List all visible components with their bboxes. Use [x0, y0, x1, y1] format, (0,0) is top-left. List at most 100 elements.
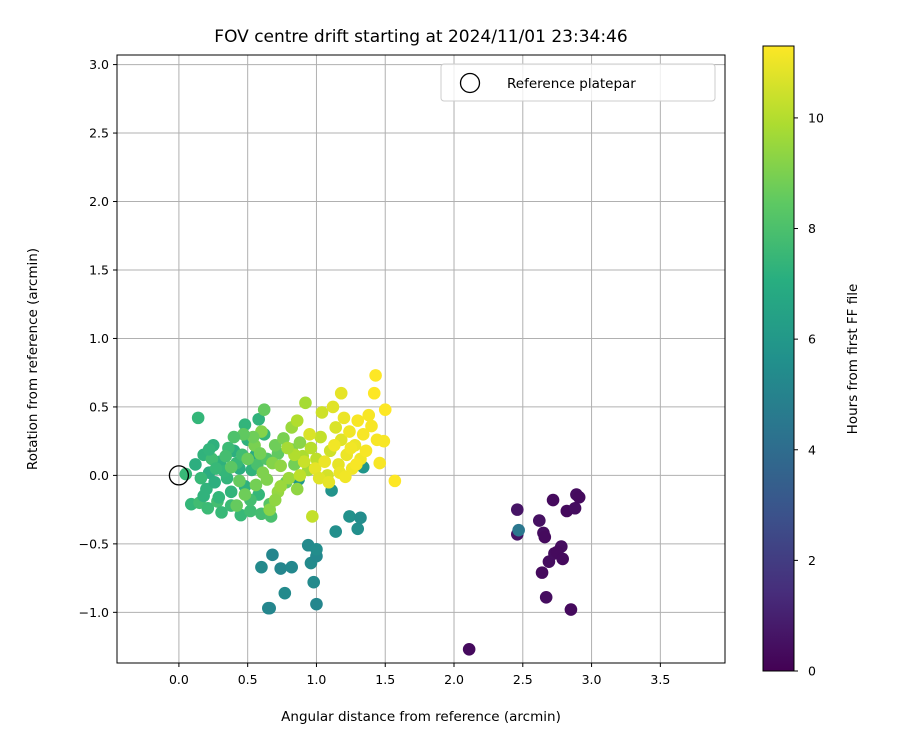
- data-point: [219, 449, 232, 463]
- y-tick-label: 1.0: [89, 331, 109, 346]
- data-point: [308, 462, 322, 475]
- x-tick-label: 0.0: [169, 672, 189, 687]
- data-point: [310, 597, 323, 611]
- data-point: [356, 428, 370, 441]
- data-point: [208, 475, 221, 489]
- data-point: [230, 499, 243, 512]
- data-point: [377, 434, 391, 448]
- y-tick-label: −0.5: [79, 536, 109, 551]
- data-point: [310, 543, 323, 556]
- data-point: [237, 428, 250, 441]
- data-point: [293, 469, 307, 482]
- y-tick-label: 0.5: [89, 399, 109, 414]
- data-point: [538, 530, 552, 544]
- data-point: [234, 508, 248, 522]
- data-point: [293, 436, 307, 449]
- data-point: [315, 406, 329, 419]
- data-point: [373, 456, 387, 470]
- data-point: [378, 403, 392, 416]
- colorbar-tick-label: 6: [808, 332, 816, 347]
- plot-frame: [116, 54, 726, 664]
- data-point: [274, 459, 287, 473]
- data-point: [344, 441, 358, 455]
- data-point: [238, 418, 252, 432]
- reference-marker: [168, 465, 190, 486]
- data-point: [546, 493, 560, 507]
- data-point: [572, 491, 586, 504]
- data-point: [329, 421, 343, 434]
- y-tick-label: −1.0: [79, 605, 109, 620]
- data-point: [318, 455, 332, 469]
- colorbar-tick-label: 8: [808, 221, 816, 236]
- x-axis-label: Angular distance from reference (arcmin): [281, 709, 561, 725]
- data-point: [277, 432, 290, 445]
- data-point: [299, 396, 312, 410]
- legend: Reference platepar: [440, 63, 716, 102]
- data-point: [281, 441, 294, 455]
- data-point: [328, 438, 341, 452]
- data-point: [191, 411, 205, 425]
- data-point: [241, 452, 254, 466]
- data-point: [306, 510, 319, 523]
- data-point: [255, 560, 268, 574]
- data-point: [365, 419, 378, 433]
- data-point: [263, 503, 276, 516]
- legend-reference-marker: [459, 72, 481, 94]
- x-tick-label: 2.0: [444, 672, 464, 687]
- data-point: [224, 485, 238, 499]
- data-point: [314, 430, 327, 444]
- data-point: [326, 400, 340, 414]
- data-point: [568, 501, 582, 515]
- colorbar-tick-label: 4: [808, 442, 816, 457]
- data-point: [535, 566, 549, 579]
- x-tick-label: 0.5: [238, 672, 258, 687]
- y-tick-label: 2.0: [89, 194, 109, 209]
- x-tick-label: 3.0: [582, 672, 602, 687]
- chart-title: FOV centre drift starting at 2024/11/01 …: [214, 27, 627, 47]
- data-point: [205, 452, 219, 466]
- x-tick-label: 3.5: [650, 672, 670, 687]
- data-point: [253, 447, 267, 460]
- data-point: [343, 510, 356, 523]
- data-point: [343, 425, 356, 438]
- data-point: [201, 501, 215, 515]
- colorbar-label: Hours from first FF file: [845, 284, 861, 435]
- data-point: [462, 643, 476, 656]
- colorbar-tick-label: 0: [808, 664, 816, 679]
- grid-lines: [117, 55, 725, 663]
- data-point: [512, 523, 525, 537]
- data-point: [329, 525, 343, 538]
- data-point: [351, 522, 365, 536]
- data-point: [278, 586, 292, 600]
- y-axis-label: Rotation from reference (arcmin): [25, 248, 41, 470]
- data-point: [209, 462, 223, 475]
- data-point: [244, 504, 257, 518]
- data-point: [212, 491, 226, 504]
- data-point: [233, 474, 246, 488]
- reference-point: [168, 465, 190, 486]
- data-point: [260, 473, 274, 486]
- data-point: [322, 475, 336, 489]
- colorbar-ticks: 0 2 4 6 8 10: [794, 110, 824, 679]
- data-point: [388, 474, 402, 488]
- data-point: [288, 458, 301, 471]
- data-point: [303, 428, 316, 441]
- colorbar-tick-label: 2: [808, 553, 816, 568]
- data-point: [238, 488, 252, 501]
- data-point: [252, 412, 265, 426]
- colorbar-gradient: [762, 45, 795, 672]
- data-point: [337, 411, 351, 425]
- data-point: [564, 603, 578, 616]
- legend-box: [440, 63, 716, 102]
- data-point: [268, 493, 282, 507]
- data-point: [354, 511, 367, 525]
- data-point: [532, 514, 546, 527]
- data-point: [285, 560, 298, 574]
- legend-label: Reference platepar: [507, 76, 636, 92]
- data-point: [539, 590, 553, 604]
- data-point: [334, 386, 348, 400]
- x-axis-ticks: 0.0 0.5 1.0 1.5 2.0 2.5 3.0 3.5: [169, 663, 670, 687]
- data-point: [351, 414, 365, 427]
- y-tick-label: 2.5: [89, 126, 109, 141]
